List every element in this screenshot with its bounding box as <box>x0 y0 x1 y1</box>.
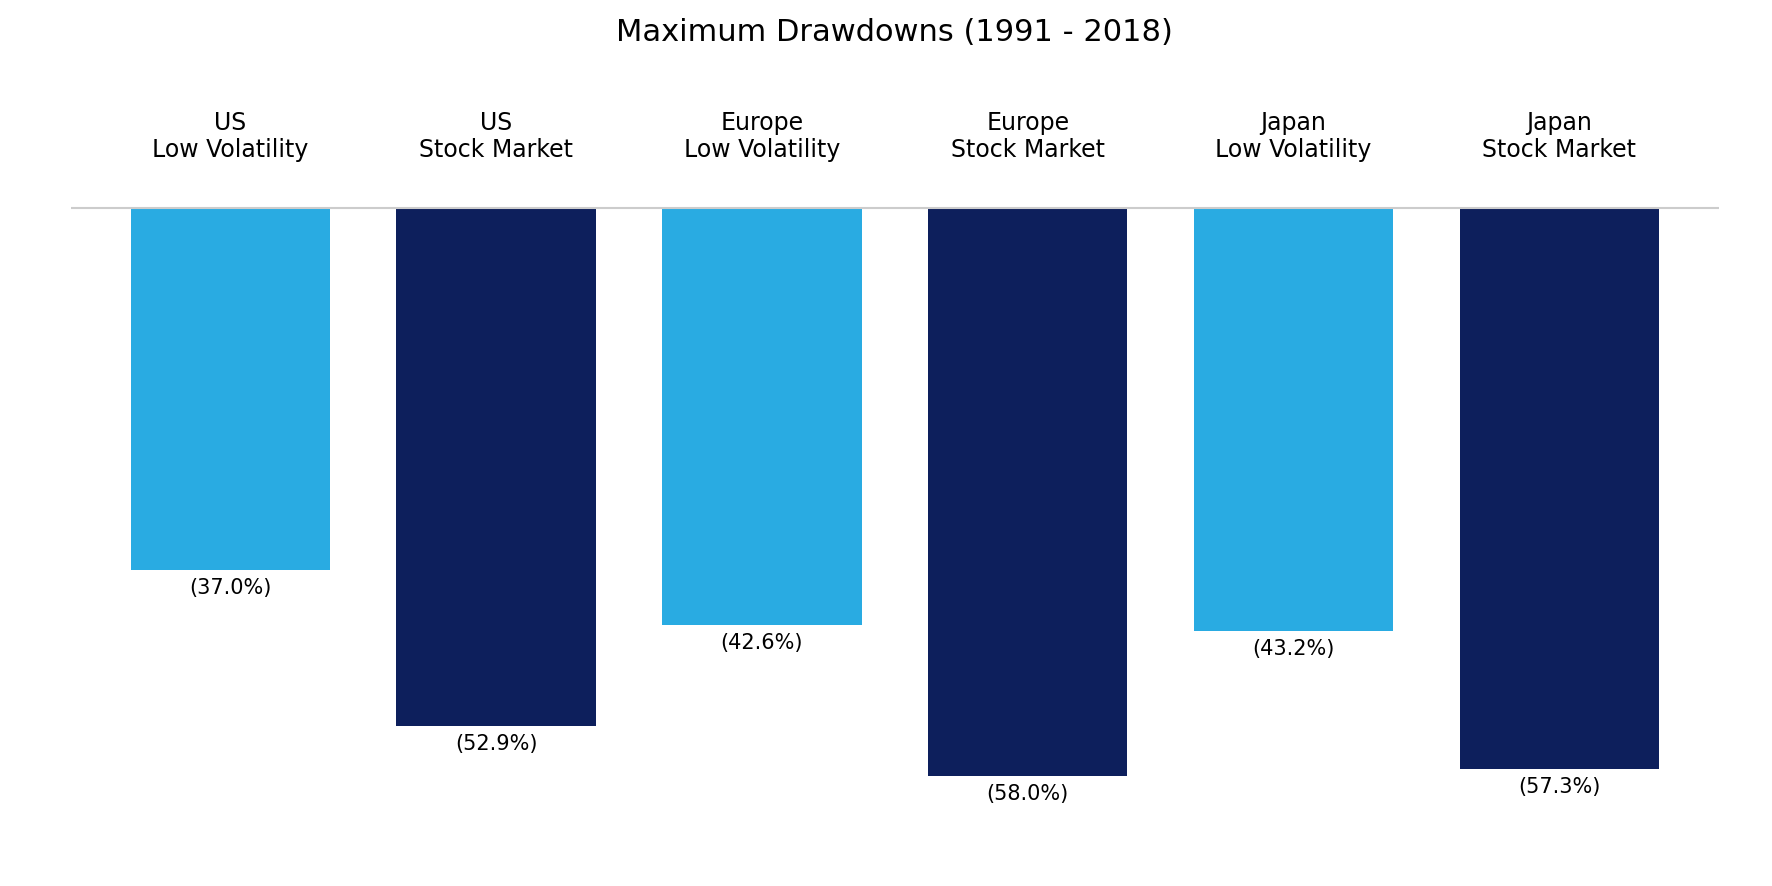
Text: (58.0%): (58.0%) <box>987 784 1069 804</box>
Text: US
Stock Market: US Stock Market <box>420 111 572 162</box>
Text: (52.9%): (52.9%) <box>455 734 537 754</box>
Bar <box>1460 208 1659 769</box>
Title: Maximum Drawdowns (1991 - 2018): Maximum Drawdowns (1991 - 2018) <box>617 19 1173 48</box>
Text: Europe
Low Volatility: Europe Low Volatility <box>684 111 840 162</box>
Text: Japan
Stock Market: Japan Stock Market <box>1483 111 1636 162</box>
Text: (42.6%): (42.6%) <box>721 633 803 653</box>
Bar <box>1194 208 1393 631</box>
Text: Japan
Low Volatility: Japan Low Volatility <box>1216 111 1372 162</box>
Text: US
Low Volatility: US Low Volatility <box>152 111 308 162</box>
Bar <box>397 208 595 726</box>
Text: (57.3%): (57.3%) <box>1519 777 1600 797</box>
Text: (43.2%): (43.2%) <box>1253 639 1334 659</box>
Bar <box>663 208 861 626</box>
Bar <box>929 208 1127 776</box>
Text: Europe
Stock Market: Europe Stock Market <box>952 111 1104 162</box>
Bar <box>131 208 330 571</box>
Text: (37.0%): (37.0%) <box>190 579 271 598</box>
